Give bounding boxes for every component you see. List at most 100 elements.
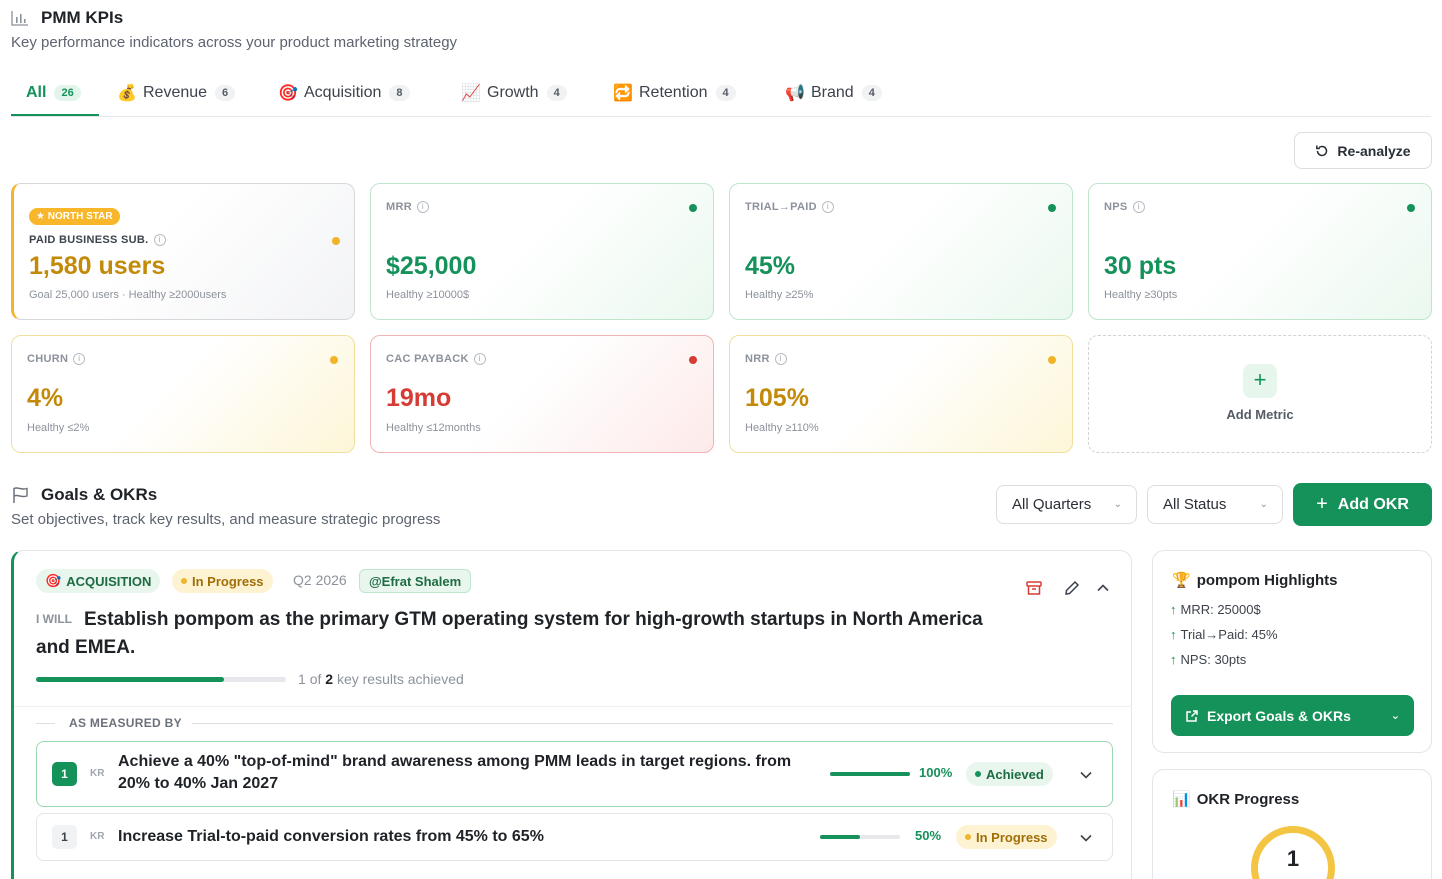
- kr-text: Achieve a 40% "top-of-mind" brand awaren…: [118, 753, 792, 792]
- info-icon[interactable]: i: [153, 234, 166, 246]
- kpi-label: NPS i: [1104, 201, 1145, 213]
- kpi-value: 19mo: [386, 384, 452, 412]
- quarter-filter-value: All Quarters: [1012, 496, 1092, 513]
- status-filter[interactable]: All Status ⌄: [1147, 485, 1283, 524]
- key-result-row[interactable]: 1 KR Increase Trial-to-paid conversion r…: [36, 813, 1113, 861]
- kpi-label-text: CHURN: [27, 353, 69, 365]
- status-dot: [1407, 204, 1415, 212]
- tab-count: 8: [389, 85, 410, 101]
- kpi-card-mrr[interactable]: MRR i $25,000 Healthy ≥10000$: [370, 183, 714, 320]
- kr-percent: 50%: [915, 828, 942, 843]
- goals-subtitle: Set objectives, track key results, and m…: [11, 511, 441, 528]
- category-tabs: All 26 💰 Revenue 6 🎯 Acquisition 8 📈 Gro…: [11, 70, 1431, 117]
- page-title: PMM KPIs: [41, 8, 124, 27]
- key-result-row[interactable]: 1 KR Achieve a 40% "top-of-mind" brand a…: [36, 741, 1113, 807]
- target-icon: 🎯: [278, 85, 298, 102]
- tab-brand[interactable]: 📢 Brand 4: [785, 70, 882, 116]
- export-button[interactable]: Export Goals & OKRs ⌄: [1171, 695, 1414, 736]
- tab-count: 4: [546, 85, 567, 101]
- kpi-value: 30 pts: [1104, 252, 1177, 280]
- kpi-value: 45%: [745, 252, 796, 280]
- tab-growth[interactable]: 📈 Growth 4: [461, 70, 567, 116]
- kpi-card-nrr[interactable]: NRR i 105% Healthy ≥110%: [729, 335, 1073, 453]
- flag-icon: [13, 487, 28, 503]
- tab-count: 6: [215, 85, 236, 101]
- arrow-up-icon: ↑: [1170, 602, 1177, 617]
- external-link-icon: [1186, 709, 1198, 722]
- megaphone-icon: 📢: [785, 85, 805, 102]
- add-metric-label: Add Metric: [1226, 407, 1294, 422]
- active-tab-indicator: [11, 114, 99, 116]
- category-chip: 🎯 ACQUISITION: [36, 569, 161, 593]
- info-icon[interactable]: i: [473, 353, 486, 365]
- okr-progress-panel: 📊 OKR Progress 1: [1152, 769, 1432, 879]
- kpi-label: CHURN i: [27, 353, 86, 365]
- quarter-filter[interactable]: All Quarters ⌄: [996, 485, 1137, 524]
- kr-progress-bar: [830, 772, 910, 776]
- status-dot: [181, 578, 187, 584]
- north-star-badge: ★ NORTH STAR: [29, 208, 120, 225]
- kr-number: 1: [52, 825, 77, 849]
- status-dot: [330, 356, 338, 364]
- status-dot: [965, 834, 971, 840]
- highlight-item: ↑ NPS: 30pts: [1170, 652, 1246, 667]
- kr-text: Increase Trial-to-paid conversion rates …: [118, 828, 544, 845]
- kpi-label: MRR i: [386, 201, 429, 213]
- okr-progress-title-text: OKR Progress: [1196, 790, 1300, 808]
- tab-retention[interactable]: 🔁 Retention 4: [613, 70, 736, 116]
- kpi-card-trial-paid[interactable]: TRIAL→PAID i 45% Healthy ≥25%: [729, 183, 1073, 320]
- chevron-up-icon[interactable]: [1096, 581, 1110, 595]
- tab-all[interactable]: All 26: [26, 70, 81, 116]
- kpi-label-text: NRR: [745, 353, 770, 365]
- objective-progress-fill: [36, 677, 224, 682]
- info-icon[interactable]: i: [416, 201, 429, 213]
- archive-icon[interactable]: [1025, 579, 1043, 597]
- quarter-label: Q2 2026: [293, 572, 347, 588]
- okr-card[interactable]: 🎯 ACQUISITION In Progress Q2 2026 @Efrat…: [11, 550, 1132, 879]
- kr-status-badge: Achieved: [966, 762, 1053, 786]
- chevron-down-icon[interactable]: [1079, 831, 1093, 845]
- kpi-label: CAC PAYBACK i: [386, 353, 486, 365]
- progress-ring: [1251, 826, 1335, 879]
- trophy-icon: 🏆: [1172, 572, 1191, 589]
- status-dot: [1048, 356, 1056, 364]
- reanalyze-button[interactable]: Re-analyze: [1294, 132, 1432, 169]
- goals-title: Goals & OKRs: [41, 485, 158, 504]
- status-label: In Progress: [192, 573, 264, 589]
- status-dot: [332, 237, 340, 245]
- kpi-note: Healthy ≥10000$: [386, 289, 470, 301]
- kr-number: 1: [52, 762, 77, 786]
- chevron-down-icon[interactable]: ⌄: [1390, 710, 1400, 722]
- add-metric-button[interactable]: + Add Metric: [1088, 335, 1432, 453]
- tab-acquisition[interactable]: 🎯 Acquisition 8: [278, 70, 410, 116]
- kpi-card-nps[interactable]: NPS i 30 pts Healthy ≥30pts: [1088, 183, 1432, 320]
- info-icon[interactable]: i: [73, 353, 86, 365]
- status-dot: [689, 356, 697, 364]
- kr-tag: KR: [90, 768, 105, 779]
- kr-status-label: In Progress: [976, 829, 1048, 845]
- kpi-card-churn[interactable]: CHURN i 4% Healthy ≤2%: [11, 335, 355, 453]
- bar-chart-icon: [11, 11, 28, 26]
- kr-progress-bar: [820, 835, 900, 839]
- chevron-down-icon[interactable]: [1079, 768, 1093, 782]
- chevron-down-icon: ⌄: [1113, 499, 1122, 510]
- tab-label: Acquisition: [304, 84, 382, 101]
- edit-icon[interactable]: [1063, 579, 1081, 597]
- kr-progress-fill: [820, 835, 860, 839]
- progress-suffix: key results achieved: [336, 671, 464, 687]
- info-icon[interactable]: i: [1132, 201, 1145, 213]
- add-okr-button[interactable]: + Add OKR: [1293, 483, 1432, 526]
- kpi-card-north-star[interactable]: ★ NORTH STAR PAID BUSINESS SUB. i 1,580 …: [11, 183, 355, 320]
- tab-revenue[interactable]: 💰 Revenue 6: [117, 70, 236, 116]
- export-label: Export Goals & OKRs: [1207, 707, 1351, 724]
- kpi-card-cac-payback[interactable]: CAC PAYBACK i 19mo Healthy ≤12months: [370, 335, 714, 453]
- kpi-label: TRIAL→PAID i: [745, 201, 834, 213]
- owner-tag[interactable]: @Efrat Shalem: [359, 569, 472, 593]
- measured-by-label: AS MEASURED BY: [69, 716, 182, 730]
- info-icon[interactable]: i: [774, 353, 787, 365]
- kpi-value: 4%: [27, 384, 64, 412]
- reanalyze-label: Re-analyze: [1337, 142, 1411, 159]
- info-icon[interactable]: i: [821, 201, 834, 213]
- divider-line: [192, 723, 1113, 724]
- arrow-up-icon: ↑: [1170, 652, 1177, 667]
